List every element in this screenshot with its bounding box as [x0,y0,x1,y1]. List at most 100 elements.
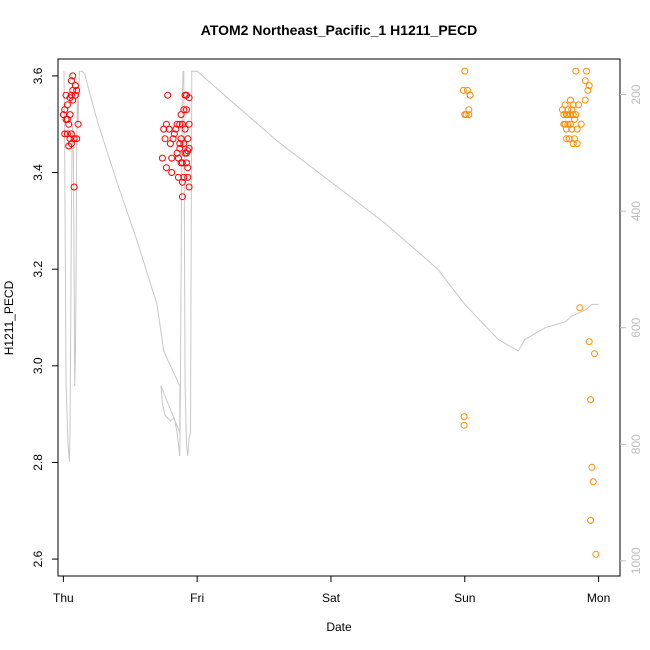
data-point [178,193,186,201]
data-point [563,125,570,133]
data-point [173,120,181,128]
data-point [569,111,577,119]
x-axis: Thu Fri Sat Sun Mon [53,575,610,605]
data-point [583,67,590,75]
data-point [563,135,570,143]
x-tick-label: Fri [190,591,204,605]
data-point [67,91,75,99]
data-point [180,173,188,181]
data-point [165,125,173,133]
y2-tick-label: 400 [629,201,643,221]
data-point [169,135,177,143]
y2-tick-label: 200 [629,84,643,104]
data-point [69,72,77,80]
data-point [184,164,192,172]
data-point [572,111,580,119]
data-point [70,135,78,143]
data-point [569,101,577,109]
data-point [185,183,193,191]
data-point [67,77,75,85]
data-point [587,396,595,404]
data-point [176,120,184,128]
y-tick-label: 3.6 [31,67,45,84]
data-point [592,550,600,558]
data-point [460,413,468,421]
data-point [465,111,473,119]
scatter-points-layer [59,67,600,558]
data-point [181,125,189,133]
y2-tick-label: 1000 [629,547,643,574]
data-point [172,125,180,133]
data-point [581,77,589,85]
data-point [63,101,71,109]
data-point [575,101,582,109]
data-point [571,115,578,123]
data-point [584,86,592,94]
y-tick-label: 3.0 [31,357,45,374]
data-point [168,154,176,162]
data-point [174,173,182,181]
x-tick-label: Sat [322,591,341,605]
data-point [568,125,576,133]
data-point [185,94,193,102]
y-axis-title: H1211_PECD [2,280,16,355]
data-point [577,120,585,128]
data-point [71,82,79,90]
depth-trace-line [63,70,599,462]
data-point [589,478,597,486]
y-tick-label: 3.4 [31,164,45,181]
data-point [581,96,589,104]
data-point [573,140,581,148]
y2-axis: 200 400 600 800 1000 [620,84,643,574]
data-point [66,111,74,119]
data-point [585,338,593,346]
data-point [459,86,467,94]
data-point [65,120,73,128]
data-point [564,120,572,128]
data-point [161,135,169,143]
data-point [560,111,568,119]
plot-frame [57,58,621,577]
data-point [184,173,192,181]
data-point [183,106,190,114]
data-point [585,82,593,90]
data-point [460,421,468,429]
data-point [573,125,581,133]
data-point [565,135,573,143]
y-tick-label: 2.8 [31,454,45,471]
data-point [567,120,574,128]
data-point [162,164,170,172]
data-point [71,91,79,99]
data-point [465,106,473,114]
x-axis-title: Date [326,620,352,634]
data-point [70,183,78,191]
data-point [185,144,193,152]
data-point [176,144,184,152]
y-axis: 2.6 2.8 3.0 3.2 3.4 3.6 [31,67,58,567]
data-point [66,135,74,143]
data-point [461,67,469,75]
data-point [73,135,81,143]
y-tick-label: 3.2 [31,261,45,278]
y2-tick-label: 600 [629,317,643,337]
data-point [567,111,574,119]
y2-tick-label: 800 [629,434,643,454]
data-point [73,86,81,94]
data-point [588,463,596,471]
y-tick-label: 2.6 [31,550,45,567]
data-point [183,159,190,167]
data-point [591,350,599,358]
data-point [74,120,82,128]
data-point [561,120,569,128]
data-point [572,67,580,75]
data-point [466,91,474,99]
data-point [180,140,188,148]
data-point [61,130,69,138]
data-point [569,140,577,148]
chart-title: ATOM2 Northeast_Pacific_1 H1211_PECD [201,22,478,38]
data-point [180,106,188,114]
depth-trace-layer [63,70,599,462]
x-tick-label: Sun [454,591,475,605]
data-point [168,169,176,176]
